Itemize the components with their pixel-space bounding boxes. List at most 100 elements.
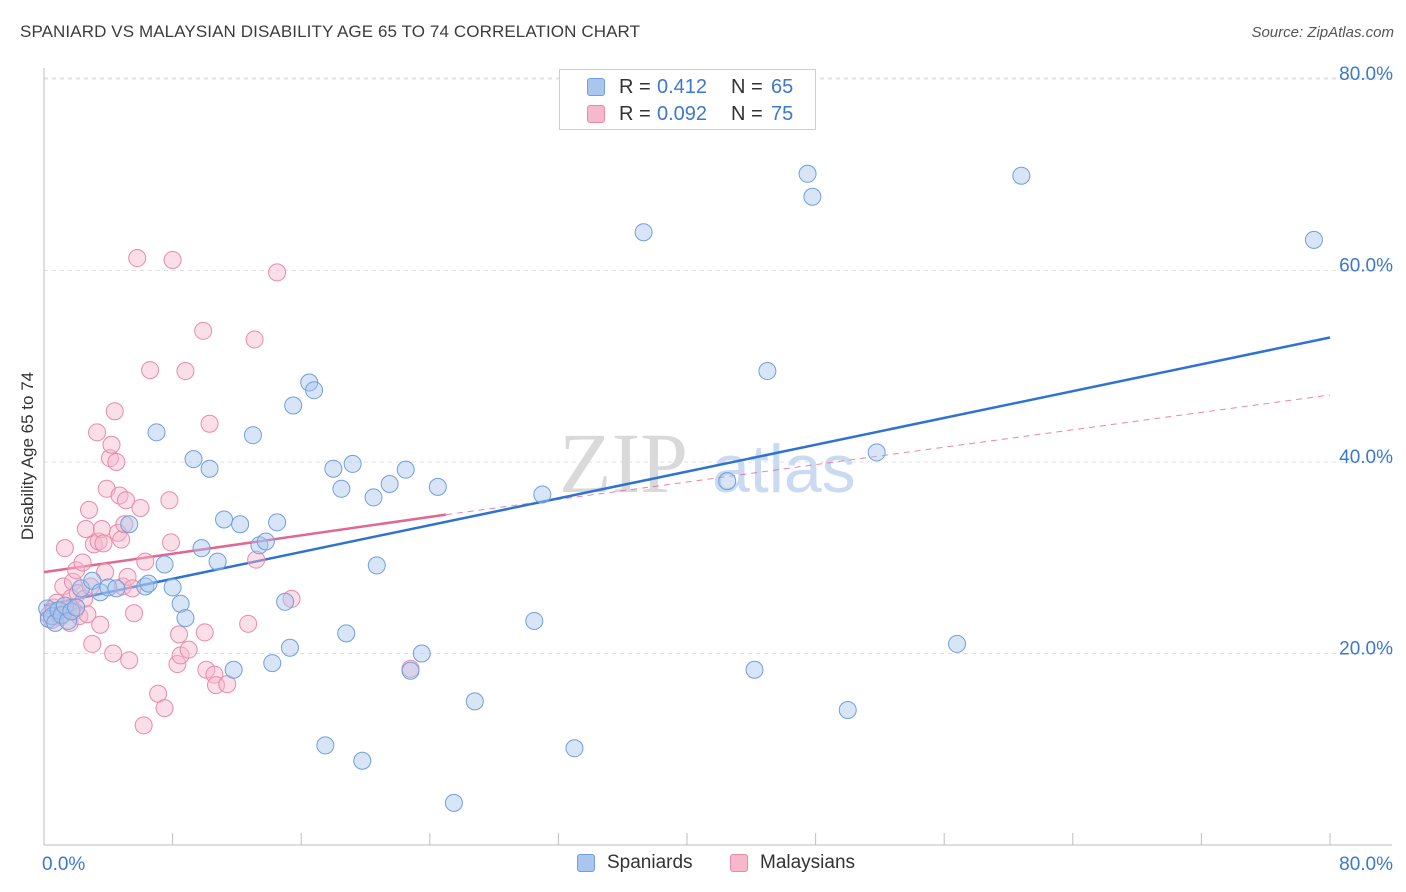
spaniards-point bbox=[305, 381, 324, 400]
spaniards-point bbox=[412, 644, 431, 663]
spaniards-point bbox=[263, 654, 282, 673]
tick-labels: 20.0% 40.0% 60.0% 80.0% 0.0% 80.0% bbox=[42, 64, 1393, 875]
spaniards-point bbox=[803, 187, 822, 206]
r-value: 0.412 bbox=[657, 75, 708, 98]
spaniards-point bbox=[192, 539, 211, 558]
malaysians-point bbox=[115, 515, 134, 534]
n-value: 75 bbox=[771, 102, 794, 125]
legend-row-malaysians: R = 0.092 N = 75 bbox=[560, 100, 793, 128]
legend-item-spaniards: Spaniards bbox=[577, 852, 693, 874]
malaysians-point bbox=[161, 533, 180, 552]
malaysians-point bbox=[247, 550, 266, 569]
malaysians-point bbox=[131, 498, 150, 517]
spaniards-point bbox=[444, 793, 463, 812]
malaysians-point bbox=[136, 552, 155, 571]
malaysians-point bbox=[200, 414, 219, 433]
spaniards-point bbox=[367, 556, 386, 575]
malaysians-point bbox=[80, 500, 99, 519]
spaniards-point bbox=[120, 515, 139, 534]
malaysians-point bbox=[268, 263, 287, 282]
malaysians-legend-label: Malaysians bbox=[760, 852, 856, 873]
r-label: R = bbox=[619, 102, 651, 125]
malaysians-point bbox=[96, 563, 115, 582]
malaysians-point bbox=[163, 250, 182, 269]
malaysians-point bbox=[94, 534, 113, 553]
y-tick-label: 80.0% bbox=[1339, 64, 1393, 85]
malaysians-trend-line bbox=[43, 513, 447, 574]
spaniards-point bbox=[280, 638, 299, 657]
malaysians-point bbox=[155, 699, 174, 718]
malaysians-legend-swatch bbox=[730, 854, 748, 872]
r-value: 0.092 bbox=[657, 102, 708, 125]
malaysians-point bbox=[118, 567, 137, 586]
spaniards-point bbox=[364, 488, 383, 507]
correlation-legend: R = 0.412 N = 65 R = 0.092 N = 75 bbox=[559, 69, 816, 130]
spaniards-point bbox=[396, 460, 415, 479]
spaniards-points bbox=[38, 164, 1323, 812]
spaniards-point bbox=[316, 736, 335, 755]
chart-title: SPANIARD VS MALAYSIAN DISABILITY AGE 65 … bbox=[20, 22, 641, 41]
spaniards-point bbox=[107, 579, 126, 598]
spaniards-point bbox=[634, 223, 653, 242]
malaysians-point bbox=[76, 520, 95, 539]
y-tick-label: 60.0% bbox=[1339, 256, 1393, 277]
malaysians-trend-extension bbox=[445, 394, 1331, 516]
malaysians-point bbox=[134, 716, 153, 735]
malaysians-point bbox=[73, 553, 92, 572]
spaniards-point bbox=[948, 634, 967, 653]
malaysians-point bbox=[67, 561, 86, 580]
malaysians-point bbox=[83, 634, 102, 653]
spaniards-trend-line bbox=[43, 336, 1331, 607]
spaniards-point bbox=[284, 396, 303, 415]
spaniards-point bbox=[745, 660, 764, 679]
spaniards-point bbox=[324, 459, 343, 478]
malaysians-point bbox=[125, 604, 144, 623]
spaniards-point bbox=[276, 592, 295, 611]
spaniards-point bbox=[838, 700, 857, 719]
spaniards-point bbox=[200, 459, 219, 478]
spaniards-point bbox=[401, 661, 420, 680]
spaniards-point bbox=[176, 609, 195, 628]
spaniards-point bbox=[208, 552, 227, 571]
malaysians-point bbox=[105, 402, 124, 421]
malaysians-point bbox=[112, 530, 131, 549]
spaniards-point bbox=[256, 532, 275, 551]
malaysians-point bbox=[91, 615, 110, 634]
spaniards-point bbox=[215, 510, 234, 529]
spaniards-point bbox=[718, 472, 737, 491]
spaniards-point bbox=[380, 475, 399, 494]
malaysians-point bbox=[170, 625, 189, 644]
spaniards-point bbox=[332, 479, 351, 498]
y-tick-label: 40.0% bbox=[1339, 447, 1393, 468]
spaniards-point bbox=[1304, 230, 1323, 249]
malaysians-point bbox=[179, 640, 198, 659]
spaniards-point bbox=[758, 362, 777, 381]
axes bbox=[43, 68, 1392, 846]
spaniards-point bbox=[867, 443, 886, 462]
spaniards-point bbox=[798, 164, 817, 183]
malaysians-point bbox=[55, 539, 74, 558]
malaysians-point bbox=[194, 321, 213, 340]
r-label: R = bbox=[619, 75, 651, 98]
spaniards-point bbox=[59, 611, 78, 630]
malaysians-point bbox=[160, 491, 179, 510]
malaysians-point bbox=[120, 651, 139, 670]
trend-lines bbox=[43, 336, 1331, 607]
malaysians-point bbox=[104, 644, 123, 663]
malaysians-point bbox=[141, 361, 160, 380]
spaniards-point bbox=[67, 598, 86, 617]
legend-item-malaysians: Malaysians bbox=[730, 852, 855, 874]
malaysians-point bbox=[107, 453, 126, 471]
spaniards-swatch bbox=[587, 78, 605, 96]
spaniards-point bbox=[171, 594, 190, 613]
n-label: N = bbox=[731, 75, 763, 98]
spaniards-point bbox=[224, 660, 243, 679]
malaysians-point bbox=[128, 249, 147, 268]
spaniards-point bbox=[243, 426, 262, 445]
spaniards-point bbox=[337, 624, 356, 643]
spaniards-point bbox=[565, 739, 584, 758]
spaniards-point bbox=[136, 577, 155, 596]
spaniards-point bbox=[184, 450, 203, 469]
malaysians-point bbox=[88, 423, 107, 442]
